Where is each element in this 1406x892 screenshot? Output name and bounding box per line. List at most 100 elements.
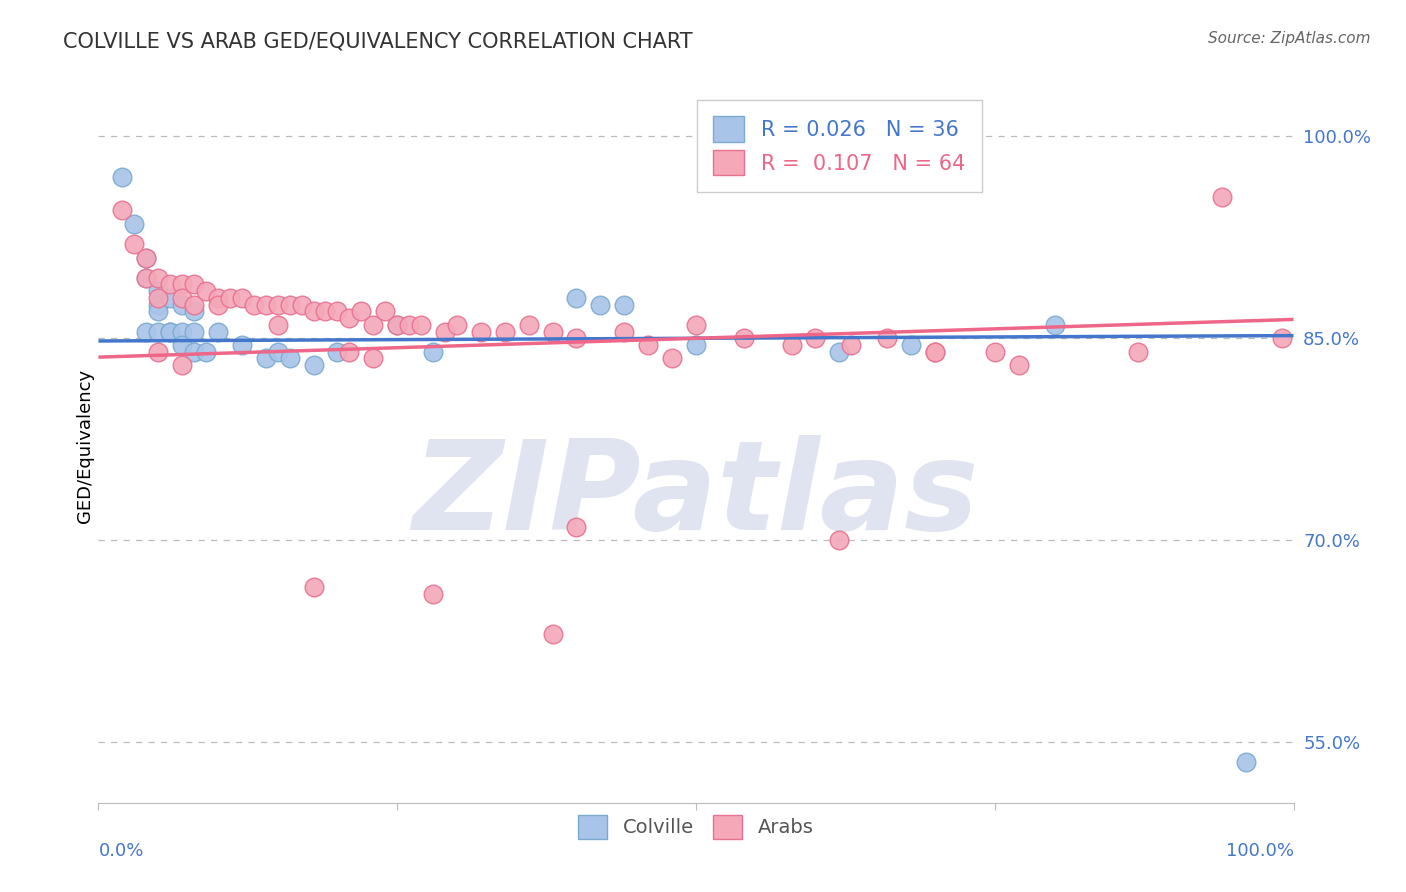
Point bbox=[302, 358, 325, 372]
Point bbox=[446, 318, 468, 332]
Point bbox=[111, 169, 134, 184]
Point bbox=[363, 318, 385, 332]
Point bbox=[267, 298, 290, 312]
Point bbox=[984, 344, 1007, 359]
Point bbox=[565, 331, 588, 345]
Point bbox=[291, 298, 314, 312]
Point bbox=[1234, 756, 1257, 770]
Point bbox=[339, 311, 361, 326]
Point bbox=[172, 338, 194, 352]
Point bbox=[172, 277, 194, 292]
Point bbox=[661, 351, 683, 366]
Point bbox=[148, 298, 170, 312]
Point bbox=[231, 291, 253, 305]
Point bbox=[159, 277, 181, 292]
Legend: Colville, Arabs: Colville, Arabs bbox=[571, 807, 821, 847]
Point bbox=[422, 587, 444, 601]
Point bbox=[172, 325, 194, 339]
Point bbox=[302, 304, 325, 318]
Point bbox=[422, 344, 444, 359]
Point bbox=[267, 318, 290, 332]
Text: Source: ZipAtlas.com: Source: ZipAtlas.com bbox=[1208, 31, 1371, 46]
Point bbox=[637, 338, 659, 352]
Point bbox=[183, 298, 205, 312]
Point bbox=[828, 533, 851, 548]
Point bbox=[900, 338, 922, 352]
Point bbox=[183, 325, 205, 339]
Point bbox=[541, 627, 564, 641]
Point bbox=[363, 351, 385, 366]
Point bbox=[1211, 190, 1233, 204]
Point bbox=[231, 338, 253, 352]
Point bbox=[589, 298, 612, 312]
Point bbox=[470, 325, 492, 339]
Point bbox=[159, 325, 181, 339]
Point bbox=[434, 325, 457, 339]
Point bbox=[254, 351, 277, 366]
Point bbox=[339, 344, 361, 359]
Point bbox=[1008, 358, 1031, 372]
Point bbox=[326, 344, 349, 359]
Point bbox=[135, 251, 157, 265]
Point bbox=[411, 318, 433, 332]
Text: ZIPatlas: ZIPatlas bbox=[413, 435, 979, 557]
Point bbox=[254, 298, 277, 312]
Point bbox=[135, 251, 157, 265]
Y-axis label: GED/Equivalency: GED/Equivalency bbox=[76, 369, 94, 523]
Point bbox=[278, 351, 301, 366]
Point bbox=[494, 325, 516, 339]
Point bbox=[613, 298, 636, 312]
Point bbox=[685, 338, 707, 352]
Point bbox=[195, 284, 218, 298]
Point bbox=[243, 298, 266, 312]
Point bbox=[159, 291, 181, 305]
Point bbox=[924, 344, 946, 359]
Point bbox=[148, 270, 170, 285]
Point bbox=[195, 344, 218, 359]
Text: 100.0%: 100.0% bbox=[1226, 842, 1294, 860]
Text: COLVILLE VS ARAB GED/EQUIVALENCY CORRELATION CHART: COLVILLE VS ARAB GED/EQUIVALENCY CORRELA… bbox=[63, 31, 693, 51]
Point bbox=[207, 298, 229, 312]
Point bbox=[350, 304, 373, 318]
Text: 0.0%: 0.0% bbox=[98, 842, 143, 860]
Point bbox=[172, 298, 194, 312]
Point bbox=[148, 325, 170, 339]
Point bbox=[828, 344, 851, 359]
Point bbox=[207, 291, 229, 305]
Point bbox=[183, 277, 205, 292]
Point bbox=[541, 325, 564, 339]
Point bbox=[111, 203, 134, 218]
Point bbox=[148, 291, 170, 305]
Point bbox=[172, 291, 194, 305]
Point bbox=[183, 344, 205, 359]
Point bbox=[278, 298, 301, 312]
Point bbox=[565, 291, 588, 305]
Point bbox=[565, 520, 588, 534]
Point bbox=[183, 304, 205, 318]
Point bbox=[207, 325, 229, 339]
Point bbox=[267, 344, 290, 359]
Point bbox=[326, 304, 349, 318]
Point bbox=[302, 580, 325, 594]
Point bbox=[159, 325, 181, 339]
Point bbox=[148, 304, 170, 318]
Point bbox=[135, 270, 157, 285]
Point bbox=[841, 338, 863, 352]
Point bbox=[148, 284, 170, 298]
Point bbox=[876, 331, 898, 345]
Point bbox=[385, 318, 409, 332]
Point bbox=[780, 338, 803, 352]
Point bbox=[613, 325, 636, 339]
Point bbox=[315, 304, 337, 318]
Point bbox=[1271, 331, 1294, 345]
Point bbox=[374, 304, 396, 318]
Point bbox=[1043, 318, 1066, 332]
Point bbox=[1128, 344, 1150, 359]
Point bbox=[172, 358, 194, 372]
Point bbox=[219, 291, 242, 305]
Point bbox=[135, 325, 157, 339]
Point bbox=[124, 237, 146, 252]
Point bbox=[804, 331, 827, 345]
Point bbox=[733, 331, 755, 345]
Point bbox=[517, 318, 540, 332]
